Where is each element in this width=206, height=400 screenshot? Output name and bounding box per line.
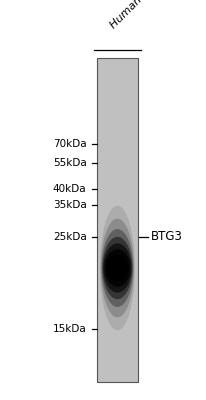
Text: 15kDa: 15kDa [53, 324, 87, 334]
Ellipse shape [103, 243, 131, 293]
Ellipse shape [110, 260, 125, 276]
Ellipse shape [101, 218, 134, 318]
Ellipse shape [103, 237, 132, 299]
Text: 70kDa: 70kDa [53, 139, 87, 149]
Text: 35kDa: 35kDa [53, 200, 87, 210]
Text: Human liver: Human liver [108, 0, 163, 30]
Ellipse shape [107, 255, 128, 281]
Text: 25kDa: 25kDa [53, 232, 87, 242]
Bar [97, 58, 138, 382]
Text: 55kDa: 55kDa [53, 158, 87, 168]
Ellipse shape [100, 206, 135, 330]
Ellipse shape [105, 249, 130, 287]
Ellipse shape [102, 229, 133, 307]
Text: BTG3: BTG3 [150, 230, 182, 243]
Text: 40kDa: 40kDa [53, 184, 87, 194]
